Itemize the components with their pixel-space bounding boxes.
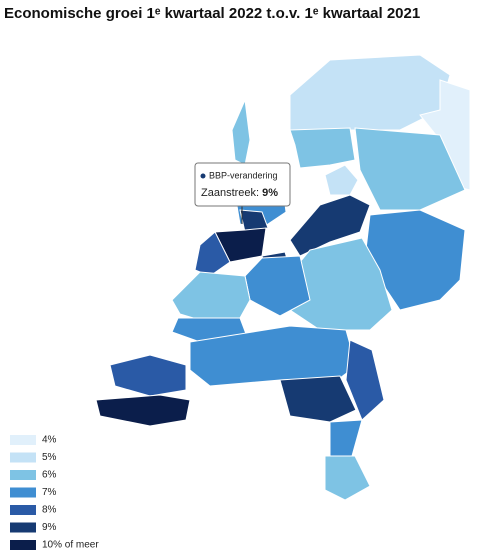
region[interactable] — [279, 375, 357, 423]
region[interactable] — [239, 209, 269, 233]
region[interactable] — [95, 394, 191, 427]
region[interactable] — [329, 419, 363, 457]
legend-swatch — [10, 540, 36, 550]
legend-label: 10% of meer — [42, 540, 99, 550]
legend-swatch — [10, 505, 36, 515]
legend-label: 7% — [42, 487, 57, 498]
region[interactable] — [194, 231, 231, 277]
region[interactable] — [324, 164, 359, 196]
region[interactable] — [289, 127, 356, 169]
tooltip-heading: BBP-verandering — [209, 170, 278, 180]
region[interactable] — [345, 339, 385, 421]
legend-swatch — [10, 487, 36, 498]
legend-swatch — [10, 452, 36, 463]
legend-label: 6% — [42, 470, 57, 481]
legend-swatch — [10, 470, 36, 480]
region[interactable] — [231, 98, 251, 166]
legend-label: 4% — [42, 435, 57, 446]
legend-swatch — [10, 435, 36, 445]
tooltip-text: Zaanstreek: 9% — [201, 187, 278, 199]
region[interactable] — [171, 271, 251, 321]
title: Economische groei 1ᵉ kwartaal 2022 t.o.v… — [4, 5, 420, 22]
map — [95, 54, 471, 501]
region[interactable] — [324, 455, 371, 501]
legend-swatch — [10, 522, 36, 533]
legend-label: 9% — [42, 522, 57, 533]
legend-label: 5% — [42, 452, 57, 463]
legend: 4% 5% 6% 7% 8% 9% 10% of meer — [10, 435, 99, 550]
legend-label: 8% — [42, 505, 57, 516]
region[interactable] — [109, 354, 187, 397]
tooltip-dot — [200, 173, 206, 179]
tooltip-region: Zaanstreek: — [201, 187, 259, 199]
tooltip-value: 9% — [262, 187, 278, 199]
region[interactable] — [289, 194, 371, 257]
tooltip-box — [194, 162, 291, 207]
